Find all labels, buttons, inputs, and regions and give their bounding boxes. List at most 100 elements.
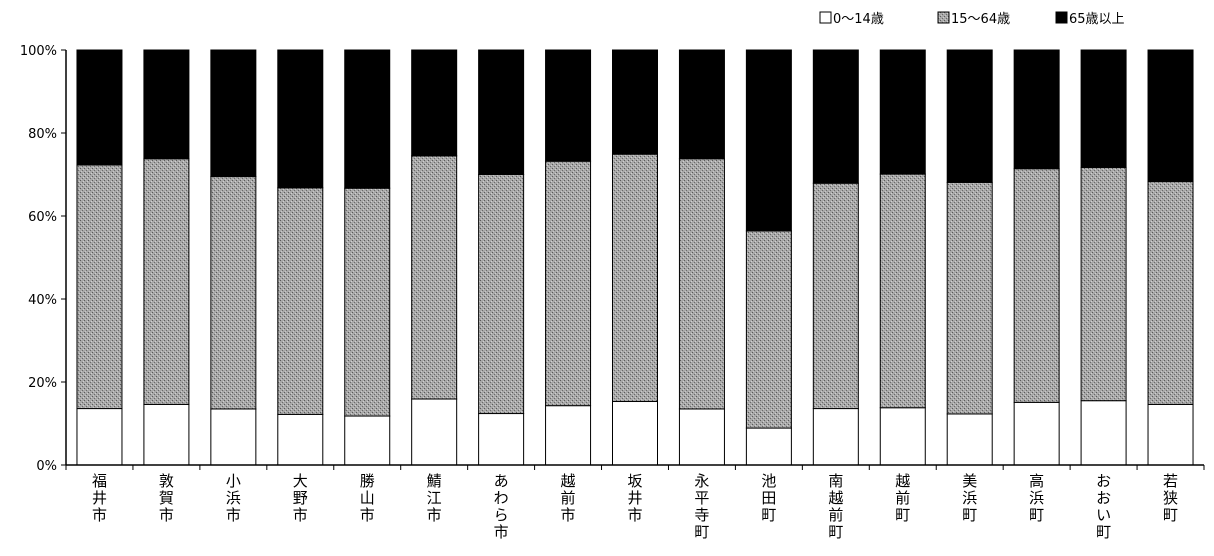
bar-segment-65-plus [879,49,926,175]
bar-segment-65-plus [210,49,257,178]
bar-segment-15-64 [277,187,324,415]
svg-text:鯖: 鯖 [427,472,442,490]
legend: 0〜14歳 15〜64歳 65歳以上 [819,11,1125,27]
svg-text:町: 町 [761,506,776,524]
bar-segment-65-plus [478,49,525,175]
bar-segment-15-64 [76,164,123,410]
svg-text:町: 町 [694,523,709,541]
svg-text:町: 町 [895,506,910,524]
bar-segment-15-64 [879,173,926,409]
x-tick-label: 美浜町 [962,472,977,524]
legend-label: 15〜64歳 [951,12,1010,27]
bar-segment-15-64 [1080,166,1127,402]
bar-segment-65-plus [1013,49,1060,170]
bar-segment-0-14 [1080,400,1127,466]
y-tick-label: 40% [28,293,57,308]
bar-segment-0-14 [143,403,190,466]
svg-text:美: 美 [962,472,977,490]
bar-segment-0-14 [678,408,725,466]
x-tick-label: 越前市 [561,472,576,524]
x-tick-label: 池田町 [761,472,776,524]
svg-text:敦: 敦 [159,472,174,490]
svg-text:永: 永 [694,472,709,490]
bar-segment-0-14 [277,413,324,466]
bar-segment-65-plus [678,49,725,160]
svg-text:越: 越 [828,489,843,507]
svg-text:江: 江 [427,489,442,507]
legend-swatch [1055,11,1068,24]
svg-text:越: 越 [895,472,910,490]
x-tick-label: 越前町 [895,472,910,524]
svg-text:市: 市 [226,506,241,524]
bar-segment-15-64 [1013,168,1060,403]
svg-text:あ: あ [494,472,509,490]
bar-segment-0-14 [210,408,257,466]
svg-text:寺: 寺 [694,506,709,524]
bar-segment-65-plus [545,49,592,162]
bar-segment-65-plus [143,49,190,160]
svg-text:越: 越 [561,472,576,490]
bar-segment-65-plus [411,49,458,157]
svg-text:お: お [1096,472,1111,490]
svg-text:い: い [1096,506,1111,524]
svg-text:若: 若 [1163,472,1178,490]
bar-segment-0-14 [478,413,525,466]
svg-text:小: 小 [226,472,241,490]
bar-segment-15-64 [210,176,257,410]
svg-text:野: 野 [293,489,308,507]
x-tick-label: 鯖江市 [427,472,442,524]
legend-label: 65歳以上 [1069,12,1125,27]
bar-segment-15-64 [612,153,658,403]
svg-text:町: 町 [1163,506,1178,524]
svg-text:わ: わ [494,489,509,507]
svg-text:坂: 坂 [627,472,642,490]
svg-text:浜: 浜 [962,489,977,507]
bar-segment-0-14 [411,398,458,466]
y-tick-label: 60% [28,210,57,225]
svg-text:町: 町 [962,506,977,524]
svg-text:ら: ら [494,506,509,524]
bar-segment-0-14 [612,401,658,466]
bar-segment-0-14 [812,408,859,466]
bar-segment-0-14 [1013,401,1060,466]
bar-segment-15-64 [946,181,993,415]
y-tick-label: 80% [28,127,57,142]
svg-text:市: 市 [293,506,308,524]
svg-text:賀: 賀 [159,489,174,507]
svg-text:浜: 浜 [1029,489,1044,507]
svg-text:狭: 狭 [1163,489,1178,507]
svg-text:町: 町 [1029,506,1044,524]
x-tick-label: 敦賀市 [159,472,174,524]
bar-segment-0-14 [344,415,391,466]
bar-segment-65-plus [812,49,859,184]
bar-segment-0-14 [76,408,123,466]
bar-segment-15-64 [1147,181,1194,405]
bar-segment-15-64 [344,187,391,417]
svg-text:前: 前 [828,506,843,524]
bar-segment-0-14 [879,407,926,466]
svg-text:市: 市 [561,506,576,524]
svg-text:町: 町 [828,523,843,541]
bar-segment-15-64 [143,158,190,405]
bar-segment-65-plus [344,49,391,189]
bar-segment-15-64 [745,230,792,429]
axes: 福井市敦賀市小浜市大野市勝山市鯖江市あわら市越前市坂井市永平寺町池田町南越前町越… [20,44,1205,541]
bar-segment-0-14 [545,405,592,466]
svg-text:勝: 勝 [360,472,375,490]
svg-text:南: 南 [828,472,843,490]
x-tick-label: 若狭町 [1163,472,1178,524]
bar-segment-0-14 [946,413,993,466]
svg-text:市: 市 [92,506,107,524]
y-tick-label: 100% [20,44,57,59]
x-tick-label: 小浜市 [226,472,241,524]
svg-text:平: 平 [694,489,709,507]
svg-text:前: 前 [561,489,576,507]
svg-text:市: 市 [627,506,642,524]
bar-segment-15-64 [545,160,592,407]
svg-text:池: 池 [761,472,776,490]
svg-text:浜: 浜 [226,489,241,507]
bar-segment-65-plus [1080,49,1127,168]
